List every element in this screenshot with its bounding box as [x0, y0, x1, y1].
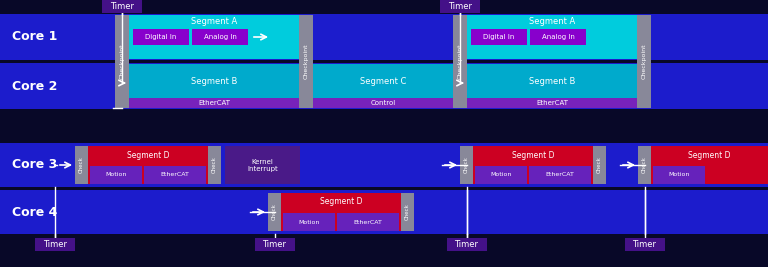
- Bar: [475, 166, 527, 184]
- Text: Motion: Motion: [490, 172, 511, 178]
- Bar: [313, 98, 453, 108]
- Bar: [473, 146, 593, 184]
- Bar: [638, 146, 651, 184]
- Text: Timer: Timer: [448, 2, 472, 11]
- Bar: [192, 29, 248, 45]
- Bar: [75, 146, 88, 184]
- Text: Check: Check: [597, 156, 602, 174]
- Bar: [530, 29, 586, 45]
- Bar: [115, 15, 129, 108]
- Text: Segment A: Segment A: [529, 18, 575, 26]
- Text: Kernel
Interrupt: Kernel Interrupt: [247, 159, 278, 171]
- Text: Motion: Motion: [298, 219, 319, 225]
- Bar: [453, 15, 467, 108]
- Bar: [133, 29, 189, 45]
- Text: Motion: Motion: [668, 172, 690, 178]
- Text: Checkpoint: Checkpoint: [120, 44, 124, 79]
- Text: Core 2: Core 2: [12, 80, 58, 92]
- Bar: [208, 146, 221, 184]
- Text: Check: Check: [272, 203, 277, 221]
- Text: Checkpoint: Checkpoint: [641, 44, 647, 79]
- Bar: [313, 64, 453, 98]
- Bar: [102, 0, 142, 13]
- Bar: [0, 190, 768, 234]
- Bar: [653, 166, 705, 184]
- Text: Segment B: Segment B: [190, 77, 237, 85]
- Text: Analog In: Analog In: [541, 34, 574, 40]
- Bar: [401, 193, 414, 231]
- Text: Segment A: Segment A: [191, 18, 237, 26]
- Bar: [471, 29, 527, 45]
- Text: EtherCAT: EtherCAT: [161, 172, 190, 178]
- Bar: [283, 213, 335, 231]
- Text: EtherCAT: EtherCAT: [198, 100, 230, 106]
- Bar: [0, 63, 768, 109]
- Bar: [0, 14, 768, 60]
- Bar: [440, 0, 480, 13]
- Bar: [35, 238, 75, 251]
- Text: Checkpoint: Checkpoint: [458, 44, 462, 79]
- Text: Control: Control: [370, 100, 396, 106]
- Text: Timer: Timer: [455, 240, 478, 249]
- Text: Check: Check: [405, 203, 410, 221]
- Bar: [651, 146, 768, 184]
- Text: Analog In: Analog In: [204, 34, 237, 40]
- Text: Digital In: Digital In: [145, 34, 177, 40]
- Bar: [254, 238, 294, 251]
- Text: Checkpoint: Checkpoint: [303, 44, 309, 79]
- Bar: [129, 98, 299, 108]
- Text: Timer: Timer: [43, 240, 67, 249]
- Text: Timer: Timer: [263, 240, 286, 249]
- Bar: [129, 15, 299, 59]
- Bar: [144, 166, 206, 184]
- Text: Check: Check: [642, 156, 647, 174]
- Text: Core 1: Core 1: [12, 30, 58, 44]
- Text: Timer: Timer: [633, 240, 657, 249]
- Text: Check: Check: [79, 156, 84, 174]
- Text: Segment D: Segment D: [319, 198, 362, 206]
- Text: EtherCAT: EtherCAT: [536, 100, 568, 106]
- Text: Segment D: Segment D: [511, 151, 554, 159]
- Bar: [529, 166, 591, 184]
- Bar: [337, 213, 399, 231]
- Text: Timer: Timer: [110, 2, 134, 11]
- Bar: [446, 238, 486, 251]
- Text: Digital In: Digital In: [483, 34, 515, 40]
- Text: Motion: Motion: [105, 172, 127, 178]
- Text: Segment D: Segment D: [127, 151, 169, 159]
- Bar: [637, 15, 651, 108]
- Text: Core 4: Core 4: [12, 206, 58, 218]
- Bar: [268, 193, 281, 231]
- Bar: [460, 146, 473, 184]
- Bar: [225, 146, 300, 184]
- Bar: [467, 64, 637, 98]
- Text: EtherCAT: EtherCAT: [353, 219, 382, 225]
- Bar: [467, 98, 637, 108]
- Bar: [467, 15, 637, 59]
- Bar: [88, 146, 208, 184]
- Text: Segment D: Segment D: [688, 151, 730, 159]
- Text: Segment B: Segment B: [529, 77, 575, 85]
- Bar: [129, 64, 299, 98]
- Text: Check: Check: [464, 156, 469, 174]
- Text: EtherCAT: EtherCAT: [545, 172, 574, 178]
- Bar: [593, 146, 606, 184]
- Text: Check: Check: [212, 156, 217, 174]
- Bar: [90, 166, 142, 184]
- Text: Core 3: Core 3: [12, 159, 58, 171]
- Bar: [281, 193, 401, 231]
- Text: Segment C: Segment C: [360, 77, 406, 85]
- Bar: [624, 238, 664, 251]
- Bar: [0, 143, 768, 187]
- Bar: [299, 15, 313, 108]
